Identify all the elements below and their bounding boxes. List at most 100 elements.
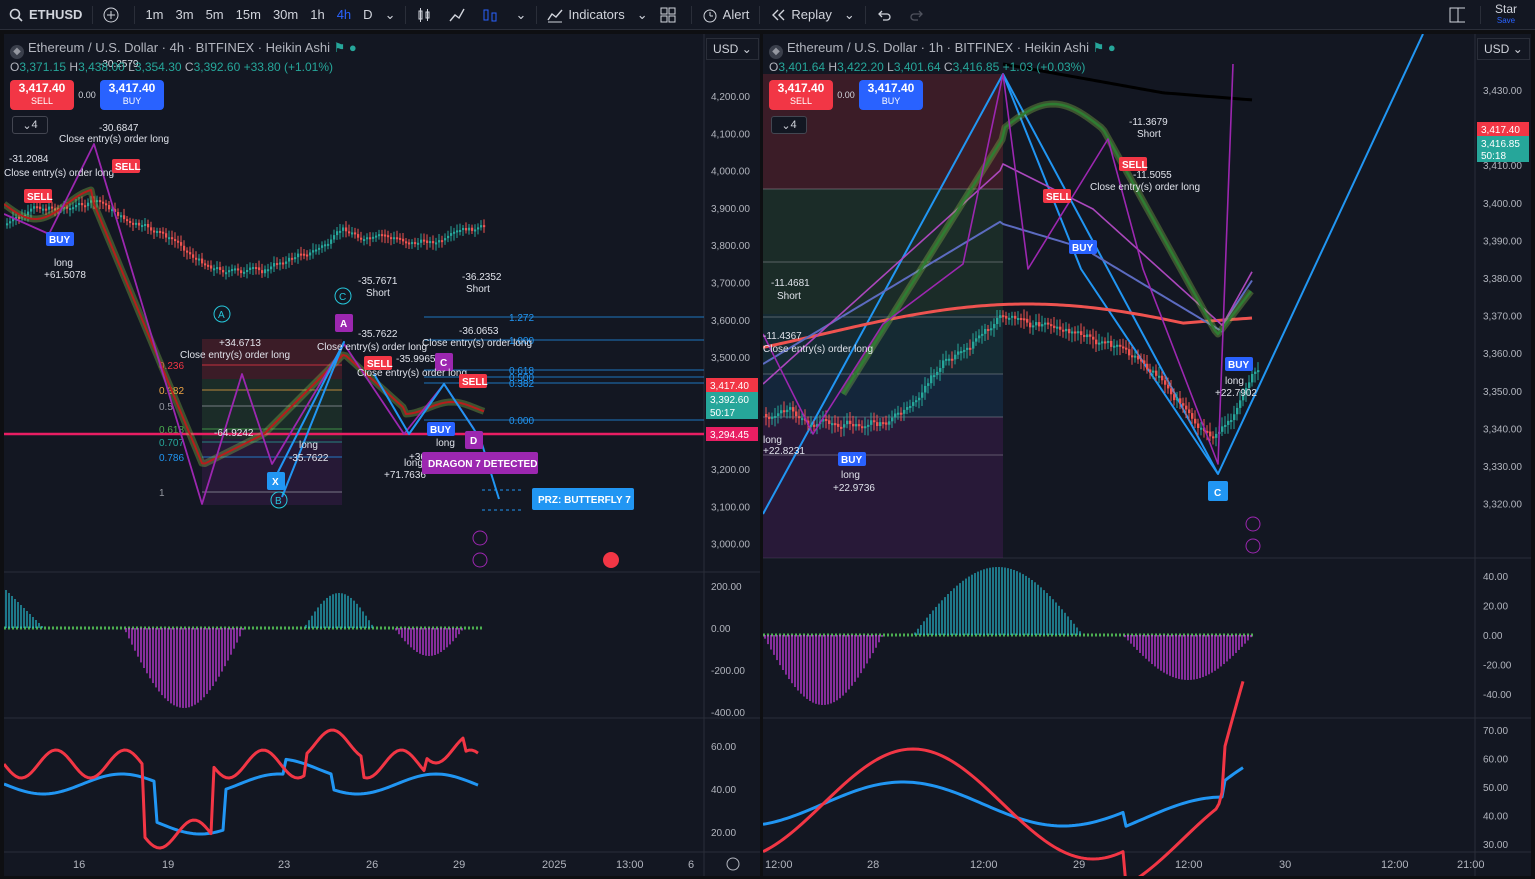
save-button[interactable]: Star Save [1485,0,1535,30]
candle-body [123,215,126,220]
candle-body [906,407,909,410]
indicators-button[interactable]: Indicators [541,0,630,30]
candle-body [939,368,942,372]
left-chart-canvas[interactable]: 4,200.00 4,100.00 4,000.00 3,900.00 3,800.00… [4,34,760,876]
trade-annotation: long [1225,376,1244,387]
left-currency-button[interactable]: USD ⌄ [706,38,759,60]
left-price-tick: 4,100.00 [711,129,750,140]
pattern-point-label: C [1214,488,1221,499]
right-sell-price: 3,417.40 [777,81,825,95]
templates-button[interactable] [654,0,687,30]
right-buy-button[interactable]: 3,417.40 BUY [859,80,923,110]
left-sell-button[interactable]: 3,417.40 SELL [10,80,74,110]
trade-annotation: long [299,440,318,451]
candle-body [1224,424,1227,427]
candle-body [1164,380,1167,385]
trade-annotation: -11.4681 [771,278,810,289]
left-price-axis-bg [704,34,760,876]
interval-dropdown[interactable]: ⌄ [379,0,402,30]
replay-button[interactable]: Replay [764,0,837,30]
candle-body [855,424,858,427]
chart-type-bars[interactable] [476,0,509,30]
price-tag: 50:18 [1481,151,1506,162]
chevron-down-icon: ⌄ [636,6,648,22]
interval-15m[interactable]: 15m [235,7,261,22]
compare-button[interactable] [97,0,130,30]
ethereum-logo-icon: ◆ [10,45,24,59]
right-sell-button[interactable]: 3,417.40 SELL [769,80,833,110]
interval-5m[interactable]: 5m [205,7,224,22]
candle-body [108,205,111,210]
candle-body [1065,328,1068,332]
chevron-down-icon: ⌄ [515,6,527,22]
interval-4h[interactable]: 4h [336,7,352,22]
interval-1m[interactable]: 1m [145,7,164,22]
right-order-quantity[interactable]: ⌄ 4 [771,116,807,134]
candle-body [1227,420,1230,425]
price-tag: 3,416.85 [1481,139,1520,150]
lightning-icon [1245,538,1261,554]
candle-body [1086,334,1089,338]
chart-type-line[interactable] [443,0,476,30]
right-currency-button[interactable]: USD ⌄ [1477,38,1530,60]
interval-30m[interactable]: 30m [272,7,299,22]
replay-dropdown[interactable]: ⌄ [838,0,861,30]
right-chart-pane[interactable]: 3,430.003,420.003,410.003,400.003,390.00… [763,34,1531,876]
left-buy-button[interactable]: 3,417.40 BUY [100,80,164,110]
fib-level-label: 0.382 [509,379,534,390]
trade-annotation: -11.3679 [1129,117,1168,128]
candle-body [861,426,864,429]
pattern-point-badge [335,314,353,332]
candle-body [45,208,48,211]
interval-1h[interactable]: 1h [310,7,325,22]
candle-body [969,347,972,350]
fib-level-label: 0.000 [509,416,534,427]
candle-body [219,267,222,270]
chart-type-candles[interactable] [410,0,443,30]
candle-body [765,414,768,417]
layout-button[interactable] [1443,0,1476,30]
candle-body [381,234,384,237]
alert-button[interactable]: Alert [696,0,756,30]
candle-body [972,341,975,349]
candle-body [1143,360,1146,364]
indicators-icon [547,7,563,23]
candle-body [978,335,981,339]
candle-body [279,262,282,265]
left-order-quantity[interactable]: ⌄ 4 [12,116,48,134]
candle-body [963,349,966,352]
candle-body [1098,342,1101,345]
chart-type-dropdown[interactable]: ⌄ [509,0,532,30]
candle-body [24,214,27,217]
left-price-tick: 3,800.00 [711,241,750,252]
candle-body [357,234,360,238]
candle-body [174,239,177,242]
indicators-dropdown[interactable]: ⌄ [631,0,654,30]
symbol-search[interactable]: ETHUSD [0,0,88,30]
trade-annotation: Close entry(s) order long [180,350,290,361]
candle-body [960,351,963,354]
right-price-tick: 3,410.00 [1483,161,1522,172]
candle-body [852,423,855,427]
candle-body [399,237,402,240]
candle-body [312,250,315,253]
interval-3m[interactable]: 3m [175,7,194,22]
candle-body [873,420,876,423]
left-price-tick: 3,700.00 [711,279,750,290]
interval-D[interactable]: D [363,7,373,22]
undo-button[interactable] [870,0,903,30]
candle-body [945,358,948,361]
pattern-point-badge [435,353,453,371]
right-price-tick: 3,380.00 [1483,274,1522,285]
price-tag-bg [706,405,758,419]
right-chart-canvas[interactable]: 3,430.003,420.003,410.003,400.003,390.00… [763,34,1531,876]
redo-button[interactable] [903,0,936,30]
pattern-circle-badge [213,305,231,323]
left-chart-pane[interactable]: 4,200.00 4,100.00 4,000.00 3,900.00 3,800.00… [4,34,760,876]
left-quantity-value: 4 [31,119,38,131]
candle-body [858,424,861,427]
candle-body [477,227,480,230]
fib-level-label: 0.500 [509,373,534,384]
candle-body [99,200,102,203]
price-tag-bg [1477,148,1529,162]
